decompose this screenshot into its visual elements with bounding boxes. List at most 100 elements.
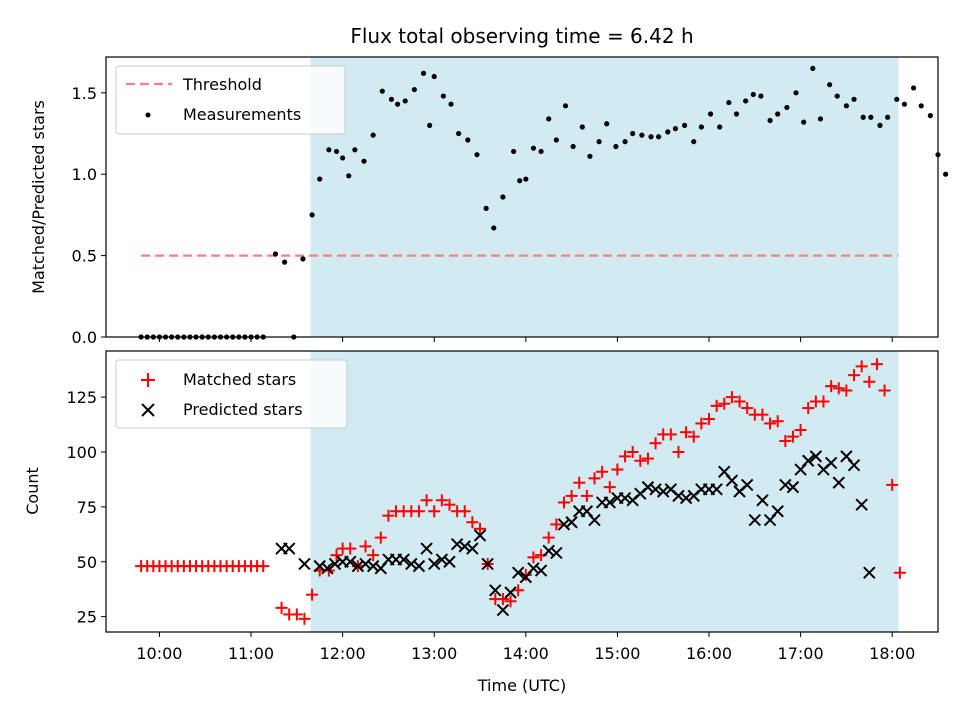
matched-star-point	[359, 540, 372, 553]
matched-star-point	[374, 531, 387, 544]
matched-star-point	[298, 612, 311, 625]
matched-star-point	[330, 549, 343, 562]
predicted-star-point	[603, 496, 616, 509]
matched-star-point	[344, 542, 357, 555]
predicted-star-point	[473, 529, 487, 542]
bottom-y-ticks: 25 50 75 100 125	[66, 388, 106, 627]
predicted-star-point	[725, 474, 739, 487]
measurement-point	[698, 124, 704, 130]
measurement-point	[733, 111, 740, 117]
matched-star-point	[672, 445, 685, 458]
top-panel-frame	[105, 56, 939, 338]
matched-star-point	[550, 518, 563, 531]
predicted-star-point	[672, 489, 685, 503]
measurement-point	[538, 148, 544, 155]
y-tick-label: 50	[77, 553, 97, 572]
y-tick-label: 1.0	[72, 165, 97, 184]
bottom-legend: Matched stars Predicted stars	[115, 359, 348, 429]
matched-star-point	[257, 560, 270, 573]
matched-star-point	[435, 494, 448, 507]
measurement-point	[272, 251, 279, 257]
measurement-point	[943, 171, 949, 177]
measurement-point	[639, 132, 645, 138]
matched-star-point	[848, 369, 861, 382]
measurement-point	[672, 126, 679, 132]
bottom-x-ticks: 10:00 11:00 12:00 13:00 14:00 15:00 16:00 17:00…	[136, 632, 915, 663]
matched-star-point	[832, 382, 845, 395]
predicted-star-point	[527, 562, 540, 575]
matched-star-point	[680, 426, 693, 439]
measurement-point	[465, 137, 471, 143]
predicted-star-point	[405, 557, 418, 571]
measurement-point	[474, 152, 480, 158]
measurement-point	[707, 111, 714, 117]
matched-star-point	[367, 549, 380, 562]
measurement-point	[817, 116, 824, 122]
measurement-point	[448, 101, 454, 107]
matched-star-point	[527, 551, 540, 564]
measurement-point	[726, 99, 732, 106]
predicted-star-point	[550, 546, 563, 560]
measurement-point	[570, 143, 576, 150]
matched-star-point	[771, 415, 784, 428]
predicted-star-point	[847, 458, 861, 472]
x-tick-label: 10:00	[136, 644, 182, 663]
measurement-point	[491, 225, 497, 231]
y-tick-label: 100	[66, 443, 97, 462]
matched-star-point	[412, 505, 425, 518]
measurement-point	[500, 194, 506, 200]
matched-star-point	[496, 593, 509, 606]
x-tick-label: 17:00	[778, 644, 824, 663]
matched-star-point	[542, 531, 555, 544]
predicted-star-point	[450, 537, 464, 551]
measurement-point	[793, 90, 799, 96]
measurement-point	[810, 65, 816, 71]
measurement-point	[317, 176, 323, 182]
predicted-star-point	[282, 542, 296, 555]
measurement-point	[596, 139, 602, 145]
predicted-star-point	[466, 542, 479, 555]
matched-star-point	[794, 424, 807, 437]
matched-star-point	[458, 505, 471, 518]
legend-predicted-swatch	[141, 403, 155, 417]
measurement-point	[361, 158, 367, 164]
predicted-star-point	[588, 513, 601, 527]
bottom-panel: 25 50 75 100 125 10:00 11:00 12:00 13:00 14:00 15…	[23, 350, 939, 695]
predicted-star-point	[771, 505, 784, 518]
count-points	[135, 358, 906, 625]
measurement-point	[427, 122, 433, 128]
predicted-star-point	[534, 564, 548, 577]
matched-star-point	[741, 402, 754, 415]
matched-star-point	[580, 489, 593, 502]
matched-star-point	[596, 465, 609, 478]
measurement-point	[604, 121, 610, 127]
measurement-point	[346, 173, 352, 179]
measurement-point	[750, 91, 756, 98]
measurement-point	[456, 130, 462, 137]
predicted-star-point	[298, 557, 311, 571]
matched-star-point	[878, 384, 891, 397]
measurement-point	[801, 119, 807, 125]
matched-star-point	[779, 435, 792, 448]
predicted-star-point	[313, 559, 326, 573]
measurement-point	[511, 148, 517, 155]
predicted-star-point	[756, 494, 769, 507]
top-legend-box	[115, 65, 346, 135]
measurement-point	[843, 103, 850, 109]
predicted-star-point	[863, 566, 876, 579]
legend-measurements-swatch	[145, 112, 151, 118]
matched-star-point	[733, 395, 746, 408]
predicted-star-point	[489, 584, 502, 597]
predicted-star-point	[618, 491, 632, 505]
matched-star-point	[863, 375, 876, 388]
matched-star-point	[756, 408, 769, 421]
measurement-point	[901, 101, 908, 107]
y-tick-label: 1.5	[72, 84, 97, 103]
measurement-point	[579, 124, 585, 130]
measurement-point	[388, 96, 395, 102]
measurement-point	[665, 129, 671, 135]
top-legend: Threshold Measurements	[115, 65, 346, 135]
measurement-point	[326, 147, 332, 153]
measurement-point	[402, 98, 408, 104]
measurement-point	[927, 113, 933, 119]
